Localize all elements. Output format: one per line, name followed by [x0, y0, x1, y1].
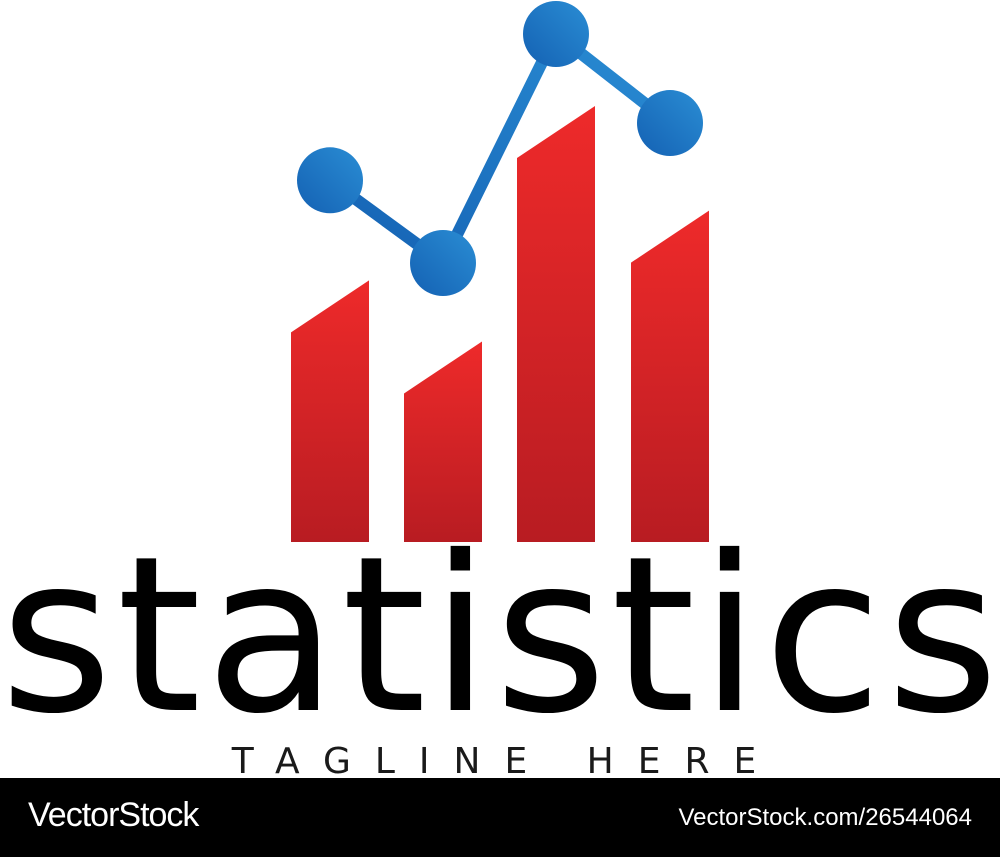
- logo-bar: [404, 341, 482, 542]
- trend-node: [410, 230, 476, 296]
- logo-bar: [631, 210, 709, 542]
- logo-bar: [517, 106, 595, 542]
- trend-node: [523, 1, 589, 67]
- trend-node: [637, 90, 703, 157]
- watermark-footer: VectorStock VectorStock.com/26544064: [0, 778, 1000, 857]
- bar-group: [291, 106, 709, 542]
- footer-brand: VectorStock: [28, 796, 199, 834]
- trend-node: [297, 147, 363, 214]
- footer-image-id: VectorStock.com/26544064: [678, 804, 972, 831]
- tagline: TAGLINE HERE: [231, 741, 781, 782]
- logo-graphic: [291, 1, 709, 542]
- logo-bar: [291, 280, 369, 542]
- trend-line-group: [297, 1, 703, 296]
- trend-line: [326, 28, 674, 269]
- brand-wordmark: statistics: [0, 510, 1000, 761]
